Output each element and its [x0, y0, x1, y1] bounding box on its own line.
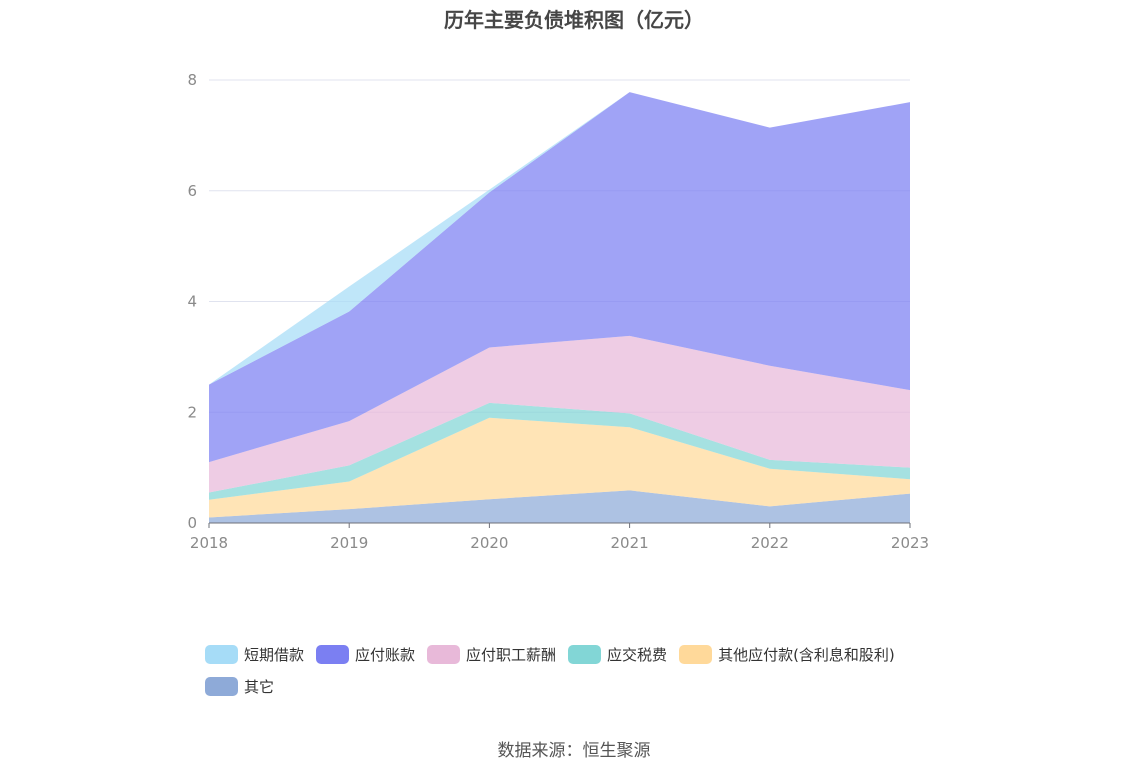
area-series-1: [209, 92, 910, 463]
legend-swatch: [316, 644, 350, 664]
legend-item[interactable]: 应交税费: [568, 638, 667, 670]
chart-legend: 短期借款 应付账款 应付职工薪酬 应交税费 其他应付款(含利息和股利) 其它: [205, 638, 965, 702]
data-source: 数据来源：恒生聚源: [497, 741, 651, 761]
legend-item[interactable]: 短期借款: [205, 638, 304, 670]
area-series-4: [209, 417, 910, 518]
chart-title: 历年主要负债堆积图（亿元）: [444, 8, 704, 32]
legend-label: 短期借款: [244, 645, 305, 664]
x-tick-label: 2023: [891, 534, 929, 552]
area-series-3: [209, 402, 910, 500]
legend-item[interactable]: 应付账款: [316, 638, 415, 670]
y-tick-label: 6: [187, 182, 197, 200]
legend-swatch: [205, 676, 238, 696]
legend-label: 应交税费: [607, 645, 668, 664]
area-series-5: [209, 490, 910, 523]
legend-label: 应付职工薪酬: [466, 645, 557, 664]
legend-swatch: [427, 644, 461, 664]
y-tick-label: 0: [187, 514, 197, 532]
y-tick-label: 8: [187, 71, 197, 89]
x-tick-label: 2021: [611, 534, 649, 552]
legend-item[interactable]: 应付职工薪酬: [427, 638, 556, 670]
legend-label: 应付账款: [355, 645, 416, 664]
legend-label: 其他应付款(含利息和股利): [718, 645, 895, 664]
legend-item[interactable]: 其他应付款(含利息和股利): [679, 638, 895, 670]
x-tick-label: 2018: [190, 534, 228, 552]
stacked-area-chart: 0 2 4 6 8 2018 2019 2020 2021 2022 2023: [187, 71, 929, 552]
legend-swatch: [679, 644, 713, 664]
legend-swatch: [568, 644, 602, 664]
x-tick-label: 2022: [751, 534, 789, 552]
y-tick-label: 4: [187, 293, 197, 311]
x-tick-label: 2020: [470, 534, 508, 552]
x-tick-label: 2019: [330, 534, 368, 552]
y-tick-label: 2: [187, 403, 197, 421]
legend-item[interactable]: 其它: [205, 670, 274, 702]
legend-swatch: [205, 644, 238, 664]
legend-label: 其它: [244, 677, 275, 696]
area-series-2: [209, 335, 910, 493]
